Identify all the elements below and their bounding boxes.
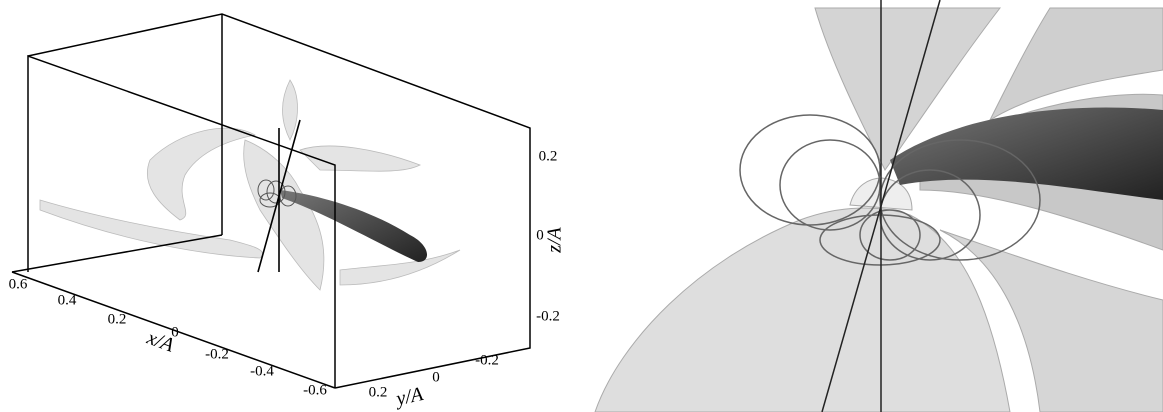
y-tick-label: 0 (432, 369, 440, 385)
z-tick-label: 0.2 (539, 148, 558, 164)
y-tick-label: 0.2 (369, 384, 388, 400)
x-tick-label: 0.4 (58, 292, 77, 308)
x-tick-label: -0.6 (303, 382, 327, 398)
figure: 0.60.40.20-0.2-0.4-0.6x/A0.20-0.2y/A0.20… (0, 0, 1163, 412)
right-render (595, 8, 1163, 412)
x-tick-label: -0.4 (250, 363, 274, 379)
left-render (40, 80, 460, 290)
x-tick-label: 0.2 (108, 311, 127, 327)
figure-canvas: 0.60.40.20-0.2-0.4-0.6x/A0.20-0.2y/A0.20… (0, 0, 1163, 412)
y-axis-label: y/A (392, 383, 425, 411)
y-tick-label: -0.2 (475, 352, 499, 368)
x-tick-label: 0.6 (9, 276, 28, 292)
z-tick-label: -0.2 (536, 308, 560, 324)
z-axis-label: z/A (544, 226, 566, 253)
x-tick-label: -0.2 (205, 346, 229, 362)
